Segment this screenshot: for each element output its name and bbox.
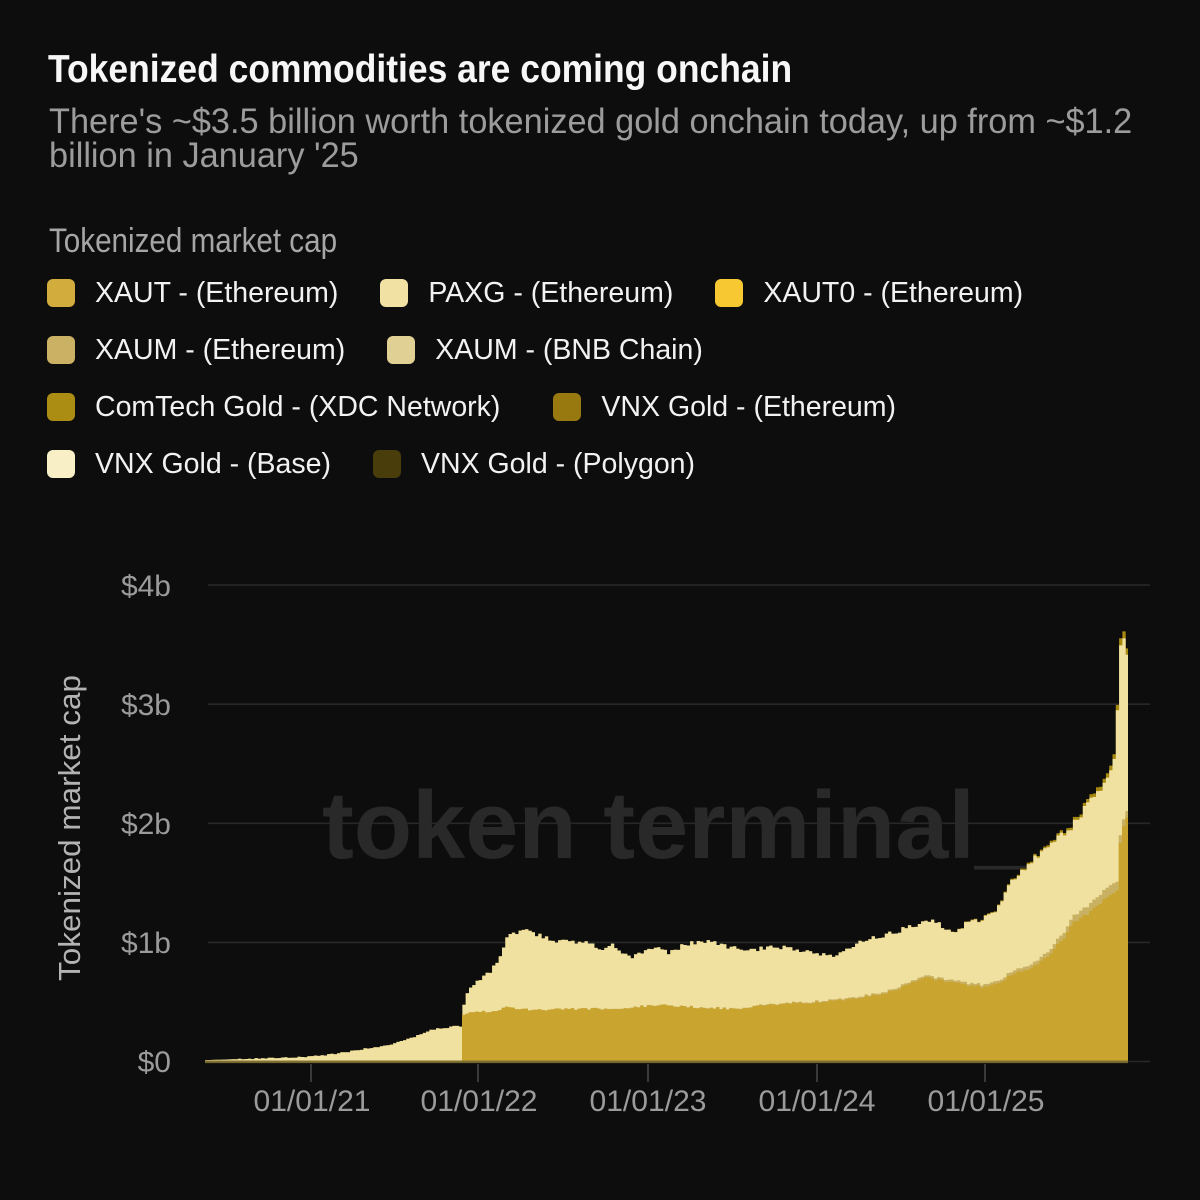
svg-text:01/01/21: 01/01/21 <box>254 1085 371 1118</box>
svg-text:01/01/23: 01/01/23 <box>590 1085 707 1118</box>
svg-text:Tokenized market cap: Tokenized market cap <box>52 675 87 981</box>
svg-text:$4b: $4b <box>121 570 171 603</box>
svg-text:token terminal_: token terminal_ <box>322 772 1030 879</box>
svg-text:$2b: $2b <box>121 808 171 841</box>
svg-text:01/01/22: 01/01/22 <box>421 1085 538 1118</box>
svg-text:$1b: $1b <box>121 927 171 960</box>
svg-text:01/01/24: 01/01/24 <box>759 1085 876 1118</box>
svg-text:$3b: $3b <box>121 689 171 722</box>
svg-text:01/01/25: 01/01/25 <box>928 1085 1045 1118</box>
svg-text:$0: $0 <box>138 1046 171 1079</box>
